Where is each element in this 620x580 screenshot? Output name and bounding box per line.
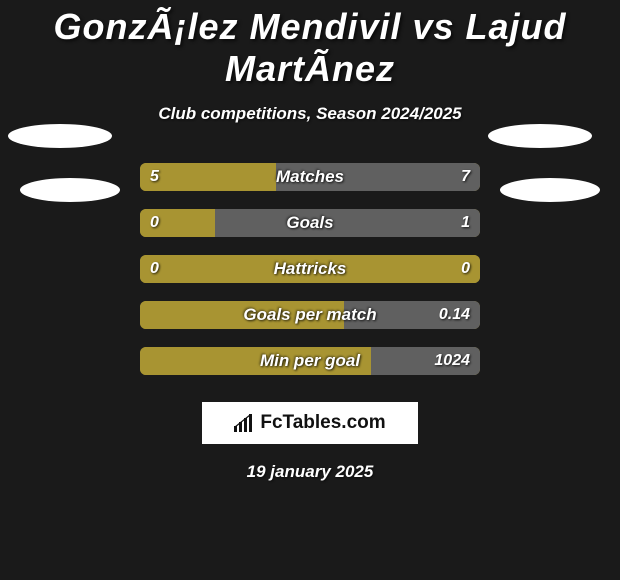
subtitle: Club competitions, Season 2024/2025 [0, 104, 620, 124]
stat-bar: Goals01 [140, 209, 480, 237]
stat-bar: Goals per match0.14 [140, 301, 480, 329]
bar-left [140, 163, 276, 191]
stat-row: Min per goal1024 [0, 338, 620, 384]
decorative-ellipse [500, 178, 600, 202]
stat-row: Goals01 [0, 200, 620, 246]
stat-row: Hattricks00 [0, 246, 620, 292]
logo-box: FcTables.com [202, 402, 418, 444]
date: 19 january 2025 [0, 462, 620, 482]
stat-row: Goals per match0.14 [0, 292, 620, 338]
bar-left [140, 301, 344, 329]
bar-right [344, 301, 480, 329]
bar-right [371, 347, 480, 375]
bar-left [140, 255, 480, 283]
page-title: GonzÃ¡lez Mendivil vs Lajud MartÃ­nez [0, 0, 620, 90]
decorative-ellipse [488, 124, 592, 148]
stat-bar: Min per goal1024 [140, 347, 480, 375]
stat-bar: Hattricks00 [140, 255, 480, 283]
decorative-ellipse [8, 124, 112, 148]
bar-right [276, 163, 480, 191]
stat-bar: Matches57 [140, 163, 480, 191]
decorative-ellipse [20, 178, 120, 202]
bar-left [140, 347, 371, 375]
bar-right [215, 209, 480, 237]
logo-text: FcTables.com [260, 412, 385, 434]
bar-left [140, 209, 215, 237]
logo: FcTables.com [234, 412, 385, 434]
bars-icon [234, 414, 256, 432]
